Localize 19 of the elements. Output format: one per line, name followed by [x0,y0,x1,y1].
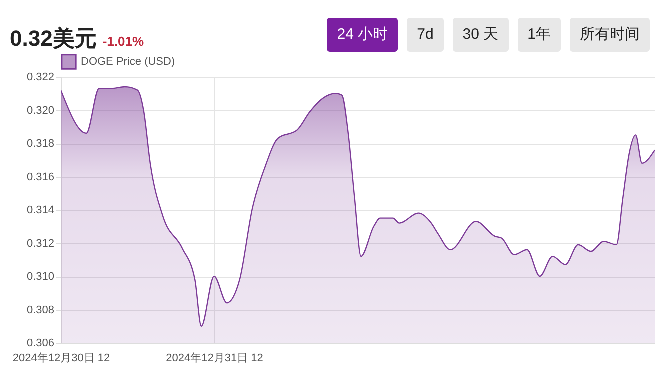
y-tick-label: 0.320 [26,104,54,117]
chart-title: 0.32美元 [10,26,97,51]
y-tick-label: 0.316 [26,171,54,184]
x-tick-label: 2024年12月31日 12 [166,352,264,364]
x-tick-label: 2024年12月30日 12 [12,352,110,364]
time-range-button[interactable]: 7d [407,18,444,52]
time-range-button[interactable]: 1年 [518,18,561,52]
y-tick-label: 0.318 [26,138,54,150]
y-tick-label: 0.312 [26,238,54,250]
time-range-button[interactable]: 所有时间 [570,18,650,52]
y-tick-label: 0.314 [26,204,54,216]
chart-subtitle: -1.01% [102,34,144,49]
y-tick-label: 0.322 [26,72,54,84]
time-range-button[interactable]: 24 小时 [327,18,398,52]
y-tick-label: 0.306 [26,338,54,350]
y-tick-label: 0.308 [26,304,54,316]
time-range-button[interactable]: 30 天 [452,18,509,52]
legend-label: DOGE Price (USD) [81,56,176,68]
y-tick-label: 0.310 [26,271,54,283]
